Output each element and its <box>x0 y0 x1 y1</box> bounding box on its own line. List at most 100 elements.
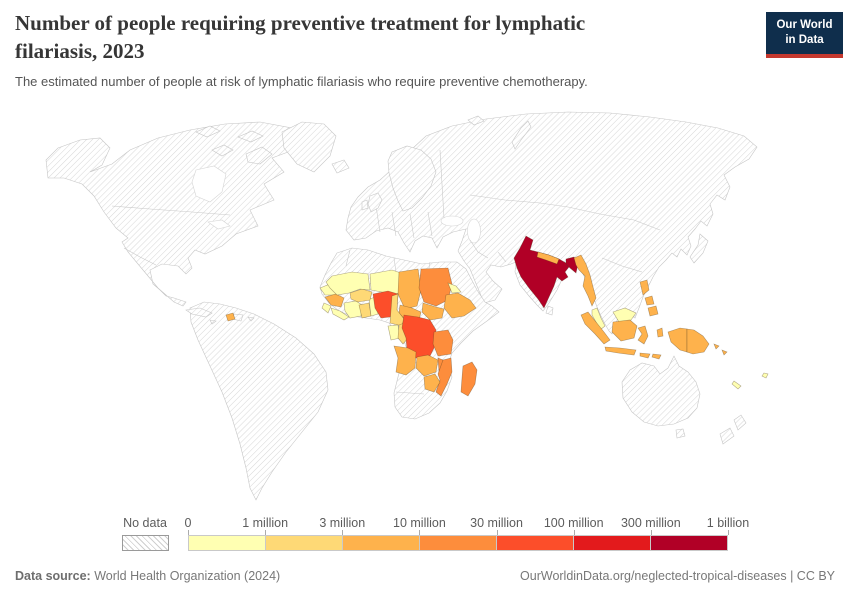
legend-bin[interactable] <box>189 536 266 550</box>
svalbard[interactable] <box>467 115 485 126</box>
country-malaysia-peninsula[interactable] <box>591 307 606 331</box>
country-nepal[interactable] <box>536 251 560 265</box>
country-indonesia-papua[interactable] <box>667 327 688 353</box>
landmass-eurasia[interactable] <box>345 111 758 335</box>
border-europe-1 <box>375 205 381 233</box>
legend-bin[interactable] <box>266 536 343 550</box>
attribution-link[interactable]: OurWorldinData.org/neglected-tropical-di… <box>520 569 835 583</box>
arctic-island-2[interactable] <box>237 130 264 143</box>
no-data-swatch[interactable] <box>122 535 169 551</box>
country-timor-leste[interactable] <box>651 353 662 360</box>
page-title: Number of people requiring preventive tr… <box>15 11 586 63</box>
border-europe-3 <box>409 213 415 239</box>
country-indonesia-sumatra[interactable] <box>580 311 611 345</box>
black-sea <box>440 215 464 227</box>
landmass-tasmania[interactable] <box>675 428 686 439</box>
landmass-north-america[interactable] <box>45 121 299 307</box>
country-guinea[interactable] <box>324 293 345 308</box>
baffin-island[interactable] <box>245 146 273 165</box>
landmass-new-zealand-north[interactable] <box>733 414 747 431</box>
landmass-iceland[interactable] <box>331 159 350 174</box>
legend-bin[interactable] <box>497 536 574 550</box>
legend-bin[interactable] <box>574 536 651 550</box>
data-source-label: Data source: <box>15 569 91 583</box>
country-india[interactable] <box>513 235 570 309</box>
border-namibia-botswana <box>395 391 425 395</box>
country-angola[interactable] <box>393 345 417 376</box>
legend-tick <box>419 530 421 535</box>
owid-logo-line1: Our World <box>776 19 833 31</box>
landmass-cuba[interactable] <box>185 307 213 318</box>
country-indonesia-kalimantan[interactable] <box>611 319 638 342</box>
legend-tick-label: 300 million <box>620 516 681 530</box>
owid-logo[interactable]: Our World in Data <box>766 12 843 58</box>
arctic-island-1[interactable] <box>195 125 221 138</box>
country-indonesia-lesser-sunda[interactable] <box>639 352 651 359</box>
legend-tick <box>573 530 575 535</box>
landmass-ireland[interactable] <box>361 199 369 211</box>
country-sudan[interactable] <box>418 267 453 307</box>
legend-tick-label: 0 <box>184 516 192 530</box>
border-china-north <box>567 206 661 231</box>
country-new-caledonia[interactable] <box>731 380 742 390</box>
owid-logo-line2: in Data <box>785 33 824 46</box>
country-philippines-mindanao[interactable] <box>647 305 659 317</box>
legend-bin[interactable] <box>420 536 497 550</box>
country-philippines-luzon[interactable] <box>639 279 650 296</box>
country-indonesia-sulawesi[interactable] <box>637 325 649 345</box>
legend-tick <box>728 530 729 535</box>
country-myanmar[interactable] <box>573 254 597 307</box>
country-solomon-islands-1[interactable] <box>713 343 720 350</box>
country-solomon-islands-2[interactable] <box>721 349 728 356</box>
border-middle-east-2 <box>497 251 507 263</box>
country-zambia[interactable] <box>415 354 439 377</box>
landmass-jamaica[interactable] <box>209 319 217 325</box>
legend-tick <box>650 530 652 535</box>
landmass-greenland[interactable] <box>281 121 337 173</box>
border-morocco-algeria <box>345 249 351 267</box>
landmass-japan[interactable] <box>689 233 709 264</box>
map-svg <box>45 111 769 501</box>
border-europe-2 <box>391 211 397 237</box>
landmass-south-america[interactable] <box>189 301 329 501</box>
arctic-island-3[interactable] <box>211 144 234 157</box>
country-tanzania[interactable] <box>432 329 454 357</box>
country-eritrea[interactable] <box>447 282 462 294</box>
novaya-zemlya[interactable] <box>511 120 532 150</box>
landmass-australia[interactable] <box>621 355 701 427</box>
legend-bin[interactable] <box>651 536 727 550</box>
country-haiti[interactable] <box>225 312 236 322</box>
legend-tick-label: 10 million <box>393 516 446 530</box>
country-fiji[interactable] <box>761 372 769 379</box>
landmass-uk[interactable] <box>367 192 383 213</box>
country-south-sudan[interactable] <box>421 302 445 321</box>
country-papua-new-guinea[interactable] <box>686 328 710 355</box>
data-source: Data source: World Health Organization (… <box>15 569 280 583</box>
landmass-new-zealand-south[interactable] <box>719 427 735 445</box>
country-indonesia-moluccas[interactable] <box>656 327 664 338</box>
legend-bin[interactable] <box>343 536 420 550</box>
border-us-mexico <box>123 247 157 266</box>
country-mozambique[interactable] <box>435 357 453 397</box>
country-mali[interactable] <box>325 271 371 296</box>
data-source-text: World Health Organization (2024) <box>90 569 281 583</box>
legend-tick-label: 3 million <box>319 516 366 530</box>
country-liberia[interactable] <box>330 307 350 321</box>
no-data-label: No data <box>123 516 167 530</box>
border-russia-europe <box>439 149 445 219</box>
country-sierra-leone[interactable] <box>321 302 332 314</box>
legend-tick-label: 30 million <box>470 516 523 530</box>
country-zimbabwe[interactable] <box>423 373 441 393</box>
landmass-puerto-rico[interactable] <box>247 316 255 322</box>
border-china-south <box>601 257 643 273</box>
country-philippines-visayas[interactable] <box>644 295 655 306</box>
landmass-scandinavia[interactable] <box>387 145 437 212</box>
landmass-sri-lanka[interactable] <box>545 305 554 316</box>
country-madagascar[interactable] <box>460 361 478 397</box>
country-ethiopia[interactable] <box>443 292 477 319</box>
country-malaysia-borneo[interactable] <box>612 307 637 323</box>
legend-tick <box>188 530 189 535</box>
country-indonesia-java[interactable] <box>604 346 637 356</box>
